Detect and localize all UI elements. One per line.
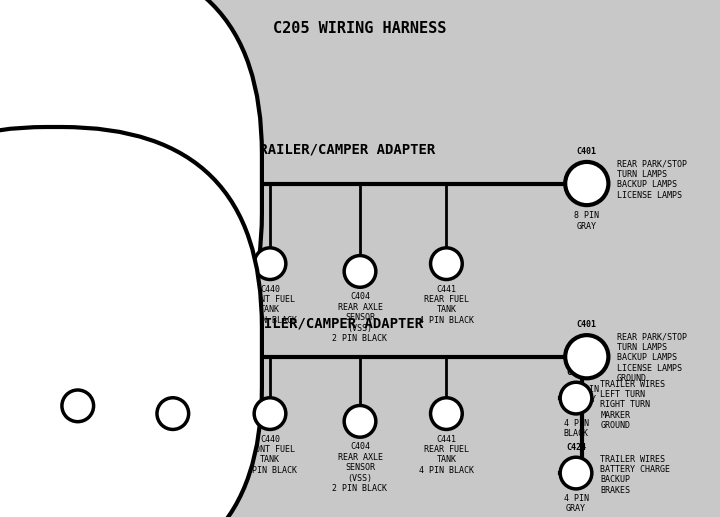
Circle shape xyxy=(431,248,462,280)
Text: 24 PIN: 24 PIN xyxy=(39,219,69,229)
Text: C407: C407 xyxy=(566,368,586,377)
Circle shape xyxy=(431,398,462,430)
Circle shape xyxy=(565,162,608,205)
Text: TRAILER WIRES
BATTERY CHARGE
BACKUP
BRAKES: TRAILER WIRES BATTERY CHARGE BACKUP BRAK… xyxy=(600,454,670,495)
Text: REAR PARK/STOP
TURN LAMPS
BACKUP LAMPS
LICENSE LAMPS
GROUND: REAR PARK/STOP TURN LAMPS BACKUP LAMPS L… xyxy=(617,332,687,383)
Text: 4 PIN
BLACK: 4 PIN BLACK xyxy=(564,419,588,438)
Text: C205: C205 xyxy=(44,310,64,319)
Circle shape xyxy=(344,255,376,287)
Text: C441
REAR FUEL
TANK
4 PIN BLACK: C441 REAR FUEL TANK 4 PIN BLACK xyxy=(419,285,474,325)
Circle shape xyxy=(560,457,592,489)
Text: C205 WIRING HARNESS: C205 WIRING HARNESS xyxy=(274,21,446,36)
Text: C404
REAR AXLE
SENSOR
(VSS)
2 PIN BLACK: C404 REAR AXLE SENSOR (VSS) 2 PIN BLACK xyxy=(333,293,387,343)
Text: C404
REAR AXLE
SENSOR
(VSS)
2 PIN BLACK: C404 REAR AXLE SENSOR (VSS) 2 PIN BLACK xyxy=(333,443,387,493)
Text: C158
RABS VALVE
ASSEMBLY
4 PIN BLACK: C158 RABS VALVE ASSEMBLY 4 PIN BLACK xyxy=(145,285,200,325)
Text: 4 PIN
GRAY: 4 PIN GRAY xyxy=(564,494,588,513)
Text: C205: C205 xyxy=(44,137,64,146)
Text: C440
FRONT FUEL
TANK
4 PIN BLACK: C440 FRONT FUEL TANK 4 PIN BLACK xyxy=(243,285,297,325)
Text: WITHOUT TRAILER/CAMPER ADAPTER: WITHOUT TRAILER/CAMPER ADAPTER xyxy=(184,143,435,157)
Text: WITH TRAILER/CAMPER ADAPTER: WITH TRAILER/CAMPER ADAPTER xyxy=(197,316,423,330)
Circle shape xyxy=(157,398,189,430)
Text: REAR PARK/STOP
TURN LAMPS
BACKUP LAMPS
LICENSE LAMPS: REAR PARK/STOP TURN LAMPS BACKUP LAMPS L… xyxy=(617,159,687,200)
Text: 8 PIN
GRAY: 8 PIN GRAY xyxy=(575,211,599,231)
Circle shape xyxy=(344,405,376,437)
Circle shape xyxy=(254,398,286,430)
Circle shape xyxy=(157,248,189,280)
Text: C401: C401 xyxy=(577,320,597,329)
Circle shape xyxy=(565,335,608,378)
Text: C424: C424 xyxy=(566,443,586,452)
Text: TRAILER WIRES
LEFT TURN
RIGHT TURN
MARKER
GROUND: TRAILER WIRES LEFT TURN RIGHT TURN MARKE… xyxy=(600,379,665,430)
Circle shape xyxy=(62,390,94,422)
Text: C158
RABS VALVE
ASSEMBLY
4 PIN BLACK: C158 RABS VALVE ASSEMBLY 4 PIN BLACK xyxy=(145,435,200,475)
Text: 8 PIN
GRAY: 8 PIN GRAY xyxy=(575,385,599,404)
Text: C440
FRONT FUEL
TANK
4 PIN BLACK: C440 FRONT FUEL TANK 4 PIN BLACK xyxy=(243,435,297,475)
Text: TRAILER
RELAY
BOX: TRAILER RELAY BOX xyxy=(21,388,56,418)
Text: C441
REAR FUEL
TANK
4 PIN BLACK: C441 REAR FUEL TANK 4 PIN BLACK xyxy=(419,435,474,475)
Text: C401: C401 xyxy=(577,147,597,156)
FancyBboxPatch shape xyxy=(0,0,262,413)
Circle shape xyxy=(560,382,592,414)
Text: 24 PIN: 24 PIN xyxy=(39,393,69,402)
FancyBboxPatch shape xyxy=(0,127,262,517)
Circle shape xyxy=(254,248,286,280)
Text: C149
4 PIN GRAY: C149 4 PIN GRAY xyxy=(53,427,103,446)
